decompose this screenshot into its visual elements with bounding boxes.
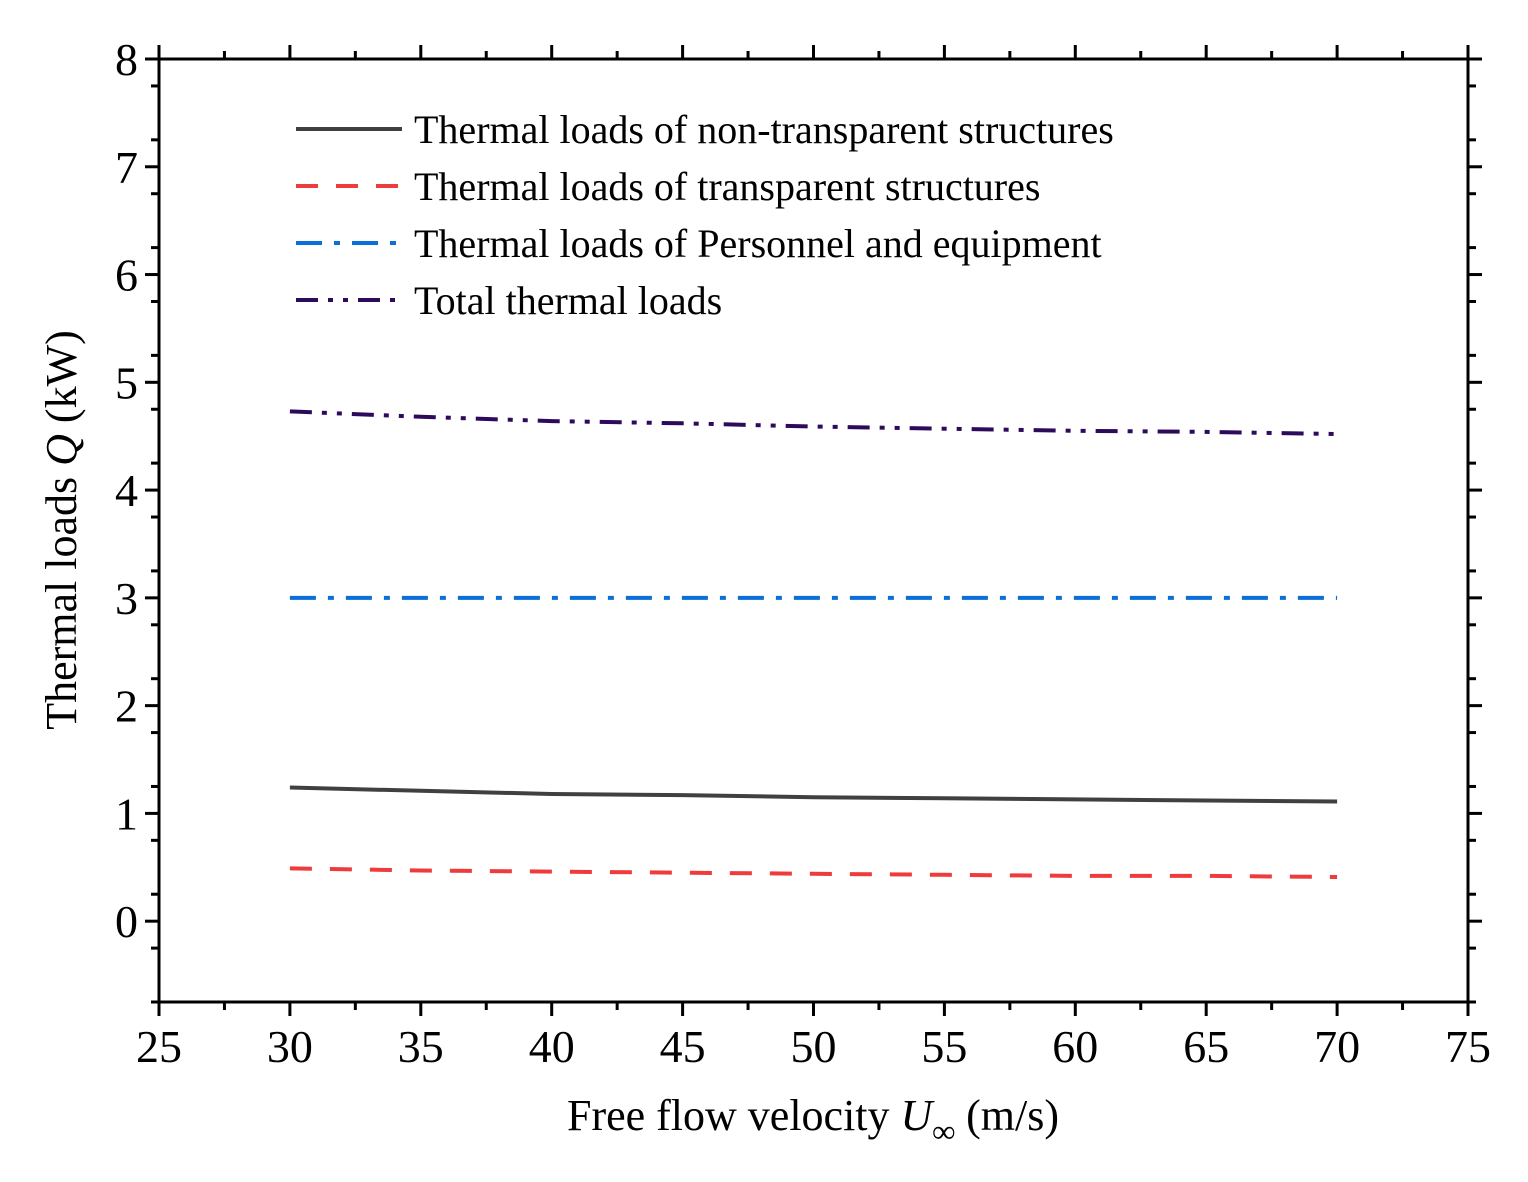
x-tick-label: 75 [1445, 1021, 1491, 1072]
legend-label-2: Thermal loads of transparent structures [414, 164, 1040, 209]
x-tick-label: 55 [921, 1021, 967, 1072]
x-tick-label: 60 [1052, 1021, 1098, 1072]
x-tick-label: 25 [136, 1021, 182, 1072]
x-tick-label: 45 [660, 1021, 706, 1072]
x-tick-label: 50 [791, 1021, 837, 1072]
y-axis-label: Thermal loads Q (kW) [37, 330, 86, 730]
y-tick-label: 6 [115, 250, 138, 301]
y-tick-label: 0 [115, 896, 138, 947]
series-line-1 [289, 785, 1338, 804]
y-tick-label: 7 [115, 142, 138, 193]
x-axis-label: Free flow velocity U∞ (m/s) [567, 1091, 1059, 1149]
legend-label-4: Total thermal loads [414, 278, 722, 323]
x-tick-label: 35 [398, 1021, 444, 1072]
legend: Thermal loads of non-transparent structu… [296, 107, 1114, 323]
series-line-4 [289, 409, 1338, 436]
y-tick-label: 2 [115, 681, 138, 732]
x-tick-label: 65 [1183, 1021, 1229, 1072]
series-lines [289, 409, 1338, 879]
y-tick-label: 5 [115, 357, 138, 408]
plot-frame [157, 57, 1470, 1004]
x-tick-label: 40 [529, 1021, 575, 1072]
x-tick-label: 30 [267, 1021, 313, 1072]
y-tick-label: 8 [115, 34, 138, 85]
y-tick-label: 1 [115, 788, 138, 839]
legend-label-3: Thermal loads of Personnel and equipment [414, 221, 1102, 266]
x-tick-label: 70 [1314, 1021, 1360, 1072]
legend-label-1: Thermal loads of non-transparent structu… [414, 107, 1114, 152]
series-line-2 [289, 866, 1338, 879]
y-tick-label: 4 [115, 465, 138, 516]
y-tick-label: 3 [115, 573, 138, 624]
